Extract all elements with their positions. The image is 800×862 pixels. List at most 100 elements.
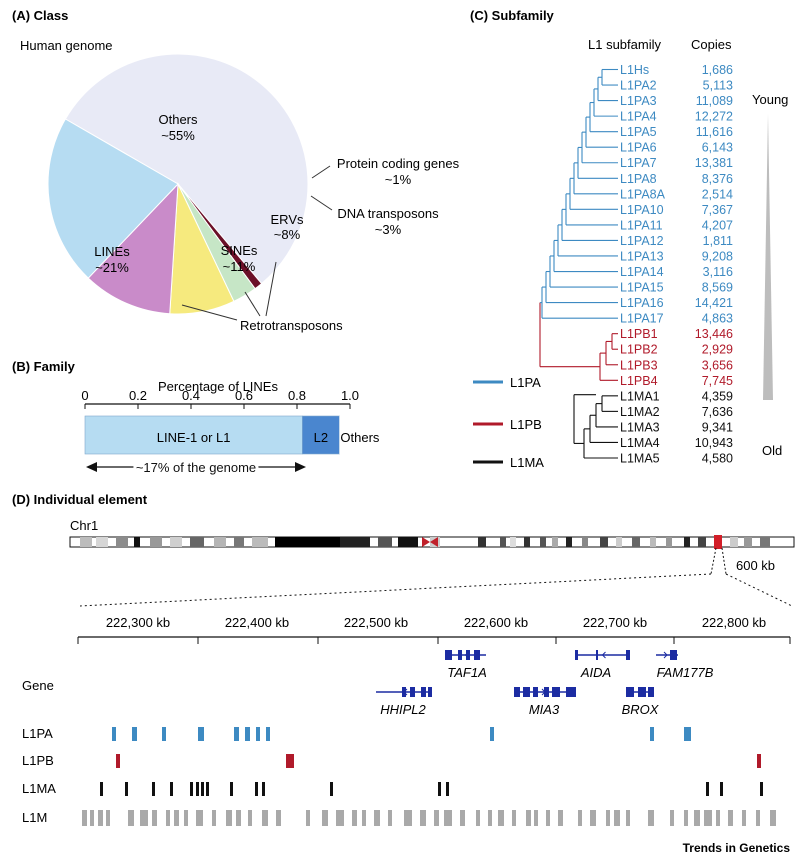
subfamily-copies-l1pa17: 4,863 [702, 312, 733, 326]
element-mark-l1m [728, 810, 733, 826]
element-mark-l1m [684, 810, 688, 826]
panel-d-heading: (D) Individual element [12, 492, 148, 507]
genome-span-arrow [86, 462, 306, 472]
element-mark-l1m [742, 810, 746, 826]
element-mark-l1m [388, 810, 392, 826]
chrom-band [252, 537, 268, 547]
subfamily-copies-l1pb4: 7,745 [702, 374, 733, 388]
journal-credit: Trends in Genetics [683, 841, 791, 855]
element-mark-l1m [352, 810, 357, 826]
chrom-band [524, 537, 530, 547]
element-mark-l1m [546, 810, 550, 826]
pie-chart [47, 53, 309, 315]
element-mark-l1m [770, 810, 776, 826]
family-bar-segment-l2 [301, 415, 340, 455]
subfamily-copies-l1pa4: 12,272 [695, 110, 733, 124]
family-bar-label-others: Others [340, 430, 380, 445]
zoom-line-left [79, 573, 712, 607]
chrom-band [150, 537, 162, 547]
element-mark-l1m [606, 810, 610, 826]
subfamily-name-l1pa2: L1PA2 [620, 79, 657, 93]
element-mark-l1m [694, 810, 700, 826]
element-tracks: L1PA L1PB L1MA L1M [22, 726, 776, 826]
subfamily-name-l1pa3: L1PA3 [620, 94, 657, 108]
gene-exon [626, 650, 630, 660]
family-axis-tick-label: 0 [81, 388, 88, 403]
element-mark-l1ma [230, 782, 233, 796]
legend-label-l1pb: L1PB [510, 417, 542, 432]
subfamily-name-l1pa12: L1PA12 [620, 234, 664, 248]
chrom-band [744, 537, 752, 547]
subfamily-copies-l1pa6: 6,143 [702, 141, 733, 155]
element-mark-l1m [404, 810, 412, 826]
chrom-band [582, 537, 588, 547]
subfamily-name-l1pa4: L1PA4 [620, 110, 657, 124]
chrom-band [134, 537, 140, 547]
element-mark-l1m [670, 810, 674, 826]
element-mark-l1m [248, 810, 252, 826]
element-mark-l1ma [446, 782, 449, 796]
pie-slice-sines [87, 182, 179, 315]
chrom-band [666, 537, 672, 547]
subfamily-name-l1pb2: L1PB2 [620, 343, 658, 357]
element-mark-l1pb [116, 754, 120, 768]
subfamily-copies-l1pa10: 7,367 [702, 203, 733, 217]
ervs-pct: ~8% [274, 227, 301, 242]
chrom-band [684, 537, 690, 547]
protein-leader-line [311, 165, 331, 179]
gene-strand-arrow [541, 688, 546, 696]
chrom-band [500, 537, 506, 547]
element-mark-l1m [488, 810, 492, 826]
subfamily-copies-l1ma5: 4,580 [702, 452, 733, 466]
gene-exon [544, 687, 549, 697]
track-label-l1m: L1M [22, 810, 47, 825]
retro-label: Retrotransposons [240, 318, 343, 333]
chrom-band [478, 537, 486, 547]
panel-c-heading: (C) Subfamily [470, 8, 555, 23]
gene-exon [466, 650, 470, 660]
panel-b: (B) Family Percentage of LINEs 0 0.2 0.4 0.… [12, 359, 380, 478]
element-mark-l1ma [201, 782, 204, 796]
chrom-band [80, 537, 92, 547]
chrom-band [275, 537, 340, 547]
element-mark-l1ma [330, 782, 333, 796]
element-mark-l1m [128, 810, 134, 826]
element-mark-l1m [226, 810, 232, 826]
gene-taf1a: TAF1A [445, 650, 487, 680]
young-label: Young [752, 92, 788, 107]
phylogeny-tree [539, 68, 618, 459]
gene-exon [410, 687, 415, 697]
gene-label-brox: BROX [622, 702, 660, 717]
element-mark-l1m [526, 810, 531, 826]
chrom-band [96, 537, 108, 547]
subfamily-copies-l1pa8a: 2,514 [702, 187, 733, 201]
gene-exon [626, 687, 634, 697]
element-mark-l1m [362, 810, 366, 826]
subfamily-name-l1pa17: L1PA17 [620, 312, 664, 326]
gene-strand-arrow [663, 651, 668, 659]
subfamily-copies-l1pa5: 11,616 [696, 125, 733, 139]
chrom-band [398, 537, 418, 547]
region-axis-label: 222,400 kb [225, 615, 289, 630]
dna-pct: ~3% [375, 222, 402, 237]
element-mark-l1m [590, 810, 596, 826]
family-axis-tick-label: 0.4 [182, 388, 200, 403]
subfamily-name-l1pa8a: L1PA8A [620, 187, 666, 201]
subfamily-name-l1ma1: L1MA1 [620, 389, 660, 403]
subfamily-name-l1pb1: L1PB1 [620, 327, 658, 341]
chromosome-ideogram [69, 535, 795, 549]
zoom-line-right [725, 573, 793, 607]
gene-track-label: Gene [22, 678, 54, 693]
subfamily-copies-l1pa11: 4,207 [702, 218, 733, 232]
track-label-l1ma: L1MA [22, 781, 56, 796]
zoom-width-label: 600 kb [736, 558, 775, 573]
protein-pct: ~1% [385, 172, 412, 187]
element-mark-l1m [184, 810, 188, 826]
chrom-band [698, 537, 706, 547]
gene-exon [638, 687, 646, 697]
element-mark-l1m [90, 810, 94, 826]
panel-a: (A) Class Human genome Others ~55% LINEs… [12, 8, 460, 333]
subfamily-copies-l1pa8: 8,376 [702, 172, 733, 186]
pie-subtitle: Human genome [20, 38, 113, 53]
